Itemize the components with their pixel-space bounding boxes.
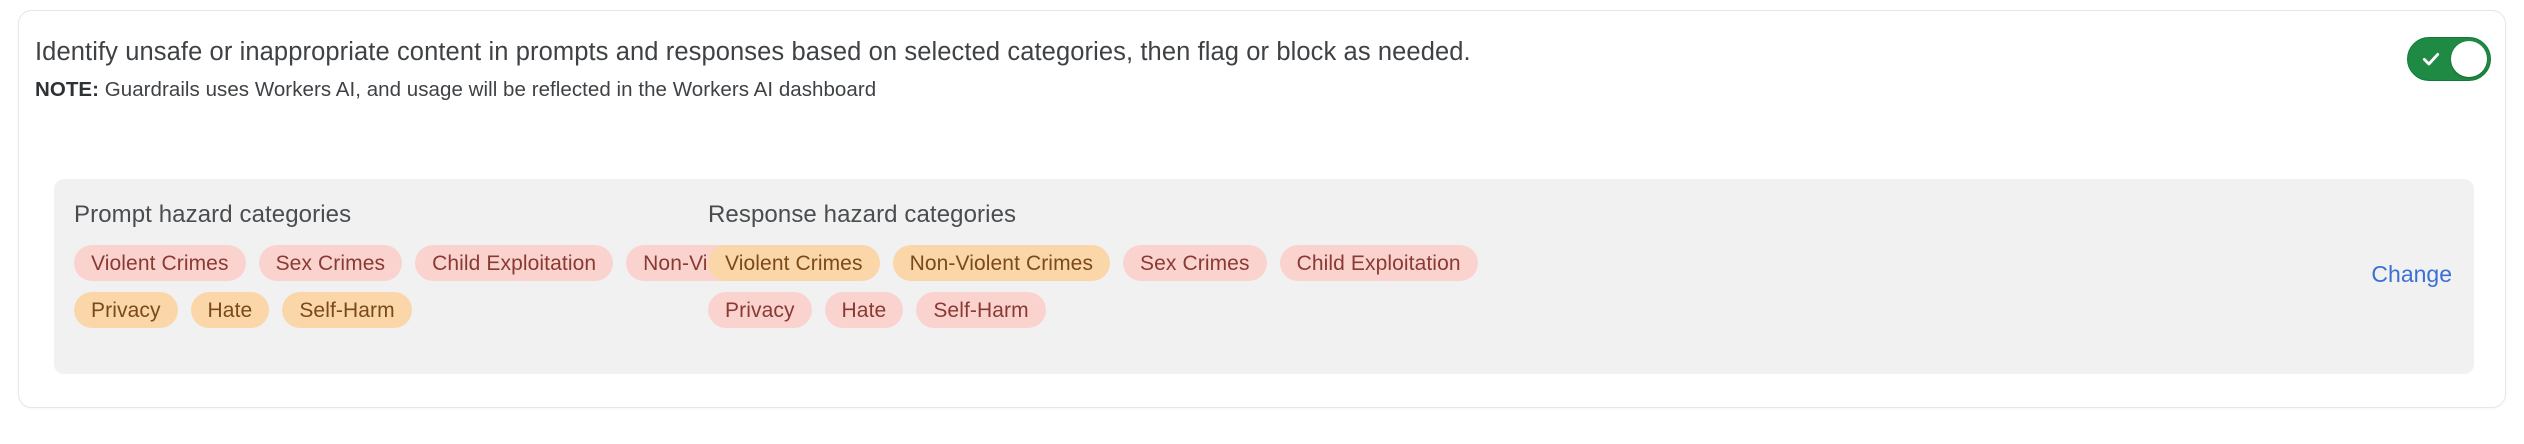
hazard-categories-panel: Prompt hazard categories Violent Crimes … — [54, 179, 2474, 374]
guardrails-note: NOTE: Guardrails uses Workers AI, and us… — [35, 77, 876, 104]
response-tag[interactable]: Child Exploitation — [1279, 245, 1478, 281]
prompt-tag[interactable]: Sex Crimes — [258, 245, 403, 281]
prompt-hazard-title: Prompt hazard categories — [74, 201, 352, 228]
guardrails-description: Identify unsafe or inappropriate content… — [35, 38, 1471, 66]
response-tag[interactable]: Non-Violent Crimes — [892, 245, 1111, 281]
check-icon — [2422, 53, 2440, 66]
response-tag[interactable]: Self-Harm — [916, 292, 1046, 328]
note-text: Guardrails uses Workers AI, and usage wi… — [99, 78, 877, 101]
toggle-knob — [2451, 41, 2487, 77]
response-tag-row-2: Privacy Hate Self-Harm — [708, 292, 1608, 328]
response-hazard-title: Response hazard categories — [708, 201, 1017, 228]
change-categories-link[interactable]: Change — [2371, 261, 2452, 287]
prompt-tag[interactable]: Hate — [190, 292, 270, 328]
note-label: NOTE: — [35, 78, 100, 101]
prompt-tag[interactable]: Violent Crimes — [74, 245, 246, 281]
guardrails-enabled-toggle[interactable] — [2407, 37, 2491, 81]
response-hazard-column: Response hazard categories Violent Crime… — [708, 201, 1608, 339]
response-tag-row-1: Violent Crimes Non-Violent Crimes Sex Cr… — [708, 245, 1608, 281]
prompt-tag-row-1: Violent Crimes Sex Crimes Child Exploita… — [74, 245, 844, 281]
prompt-tag[interactable]: Self-Harm — [282, 292, 412, 328]
prompt-hazard-column: Prompt hazard categories Violent Crimes … — [74, 201, 844, 339]
prompt-tag[interactable]: Privacy — [74, 292, 178, 328]
response-tag[interactable]: Privacy — [708, 292, 812, 328]
prompt-tag[interactable]: Child Exploitation — [415, 245, 614, 281]
prompt-tag-row-2: Privacy Hate Self-Harm — [74, 292, 694, 328]
response-tag[interactable]: Hate — [824, 292, 904, 328]
response-tag[interactable]: Violent Crimes — [708, 245, 880, 281]
card-header: Identify unsafe or inappropriate content… — [35, 29, 2489, 115]
response-tag[interactable]: Sex Crimes — [1123, 245, 1267, 281]
guardrails-card: Identify unsafe or inappropriate content… — [18, 10, 2506, 408]
